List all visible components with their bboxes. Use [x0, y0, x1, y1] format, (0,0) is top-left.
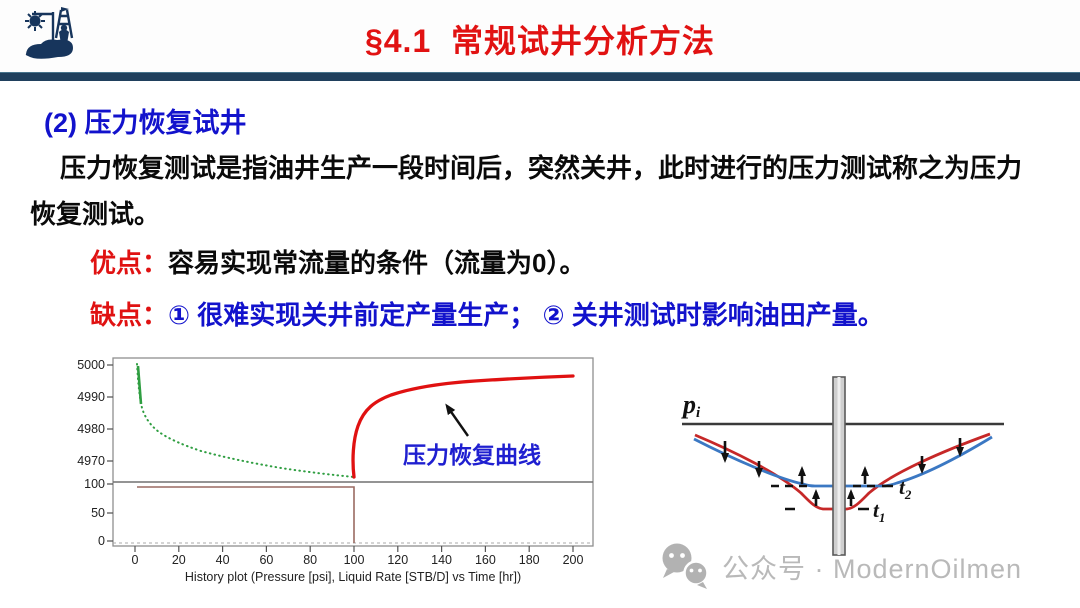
t2-label: t2 [899, 475, 912, 502]
pressure-tick-label: 4970 [77, 454, 105, 468]
x-tick-label: 80 [303, 553, 317, 567]
rate-tick-label: 100 [84, 477, 105, 491]
y-axis-ticks [107, 364, 113, 542]
pros-line: 优点：容易实现常流量的条件（流量为0）。 [90, 243, 585, 280]
pressure-tick-label: 4980 [77, 422, 105, 436]
wechat-icon [662, 543, 709, 589]
pressure-tick-label: 4990 [77, 390, 105, 404]
cons-text: ① 很难实现关井前定产量生产； ② 关井测试时影响油田产量。 [168, 300, 884, 330]
x-tick-label: 200 [563, 553, 584, 567]
pros-text: 容易实现常流量的条件（流量为0）。 [168, 248, 586, 278]
x-tick-label: 140 [431, 553, 452, 567]
cons-label: 缺点： [90, 300, 169, 330]
header-divider-bar [0, 72, 1080, 81]
annotation-arrow [445, 403, 469, 437]
buildup-annotation: 压力恢复曲线 [403, 442, 541, 468]
chart-caption: History plot (Pressure [psi], Liquid Rat… [185, 570, 521, 584]
x-tick-label: 20 [172, 553, 186, 567]
x-tick-label: 180 [519, 553, 540, 567]
pressure-funnel-diagram: pi t2 t1 [663, 363, 1073, 563]
plot-frame [112, 357, 594, 547]
rate-tick-label: 0 [98, 534, 105, 548]
t1-label: t1 [873, 498, 885, 525]
pi-label: pi [681, 390, 701, 421]
x-tick-label: 160 [475, 553, 496, 567]
x-tick-label: 100 [344, 553, 365, 567]
watermark: 公众号 · ModernOilmen [660, 542, 1022, 590]
x-tick-label: 40 [216, 553, 230, 567]
section-heading: (2) 压力恢复试井 [44, 108, 247, 138]
pressure-profile-t2-curve [693, 435, 993, 488]
x-tick-label: 0 [132, 553, 139, 567]
rate-tick-label: 50 [91, 506, 105, 520]
x-axis-ticks [134, 546, 574, 552]
x-tick-label: 120 [387, 553, 408, 567]
intro-paragraph: 压力恢复测试是指油井生产一段时间后，突然关井，此时进行的压力测试称之为压力恢复测… [30, 153, 1023, 229]
buildup-curve [351, 374, 575, 479]
oil-worker-sun-logo-icon [25, 7, 74, 59]
page-title: §4.1 常规试井分析方法 [364, 23, 716, 59]
pros-label: 优点： [90, 248, 169, 278]
pressure-tick-label: 5000 [77, 358, 105, 372]
history-plot: 5000 4990 4980 4970 100 50 0 0 20 40 60 … [55, 350, 620, 595]
liquid-rate-curve [137, 486, 355, 543]
drawdown-curve [136, 363, 355, 478]
cons-line: 缺点：① 很难实现关井前定产量生产； ② 关井测试时影响油田产量。 [90, 295, 884, 332]
header: §4.1 常规试井分析方法 [0, 0, 1080, 72]
x-tick-label: 60 [259, 553, 273, 567]
watermark-text: 公众号 · ModernOilmen [722, 553, 1023, 584]
